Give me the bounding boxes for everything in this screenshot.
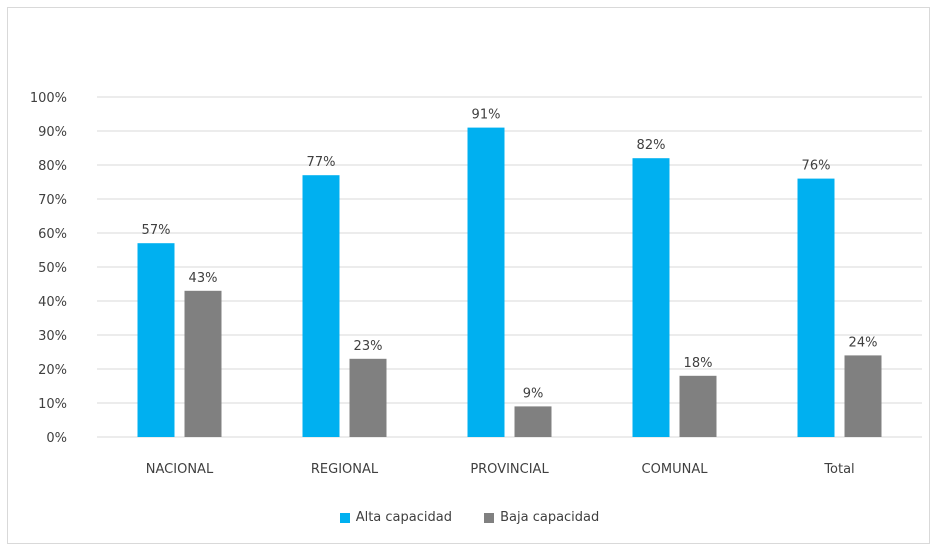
gridlines [97, 96, 922, 438]
data-label-alta: 57% [142, 223, 171, 238]
bar-alta [632, 158, 670, 437]
y-tick-label: 50% [38, 261, 67, 276]
bars [137, 127, 882, 437]
data-label-alta: 77% [307, 155, 336, 170]
bar-alta [302, 175, 340, 437]
y-axis-tick-labels: 0% 10% 20% 30% 40% 50% 60% 70% 80% 90% 100% [30, 91, 67, 446]
legend-label-baja: Baja capacidad [500, 510, 600, 525]
y-tick-label: 100% [30, 91, 67, 106]
legend-label-alta: Alta capacidad [355, 510, 452, 525]
x-tick-label: COMUNAL [642, 462, 709, 477]
legend-item-alta: Alta capacidad [339, 510, 452, 525]
legend-swatch-baja [484, 512, 495, 523]
legend-swatch-alta [339, 512, 350, 523]
bar-baja [184, 290, 222, 437]
bar-alta [467, 127, 505, 437]
x-tick-label: PROVINCIAL [470, 462, 549, 477]
y-tick-label: 80% [38, 159, 67, 174]
legend-item-baja: Baja capacidad [484, 510, 599, 525]
data-label-baja: 9% [523, 386, 544, 401]
y-tick-label: 60% [38, 227, 67, 242]
x-tick-label: REGIONAL [311, 462, 379, 477]
data-label-baja: 18% [684, 356, 713, 371]
data-label-baja: 24% [849, 335, 878, 350]
x-tick-label: NACIONAL [146, 462, 214, 477]
data-label-baja: 23% [354, 339, 383, 354]
bar-baja [349, 358, 387, 437]
x-axis-tick-labels: NACIONAL REGIONAL PROVINCIAL COMUNAL Total [146, 462, 855, 477]
data-label-alta: 82% [637, 138, 666, 153]
data-label-alta: 76% [802, 159, 831, 174]
bar-alta [137, 243, 175, 437]
y-tick-label: 30% [38, 329, 67, 344]
legend: Alta capacidad Baja capacidad [0, 510, 939, 527]
y-tick-label: 90% [38, 125, 67, 140]
data-label-baja: 43% [189, 271, 218, 286]
y-tick-label: 70% [38, 193, 67, 208]
y-tick-label: 0% [46, 431, 67, 446]
data-labels: 57% 43% 77% 23% 91% 9% 82% 18% 76% 24% [142, 108, 878, 402]
bar-alta [797, 178, 835, 437]
data-label-alta: 91% [472, 108, 501, 123]
x-tick-label: Total [823, 462, 854, 477]
y-tick-label: 10% [38, 397, 67, 412]
y-tick-label: 40% [38, 295, 67, 310]
y-tick-label: 20% [38, 363, 67, 378]
bar-baja [844, 355, 882, 437]
bar-baja [514, 406, 552, 437]
bar-baja [679, 375, 717, 437]
